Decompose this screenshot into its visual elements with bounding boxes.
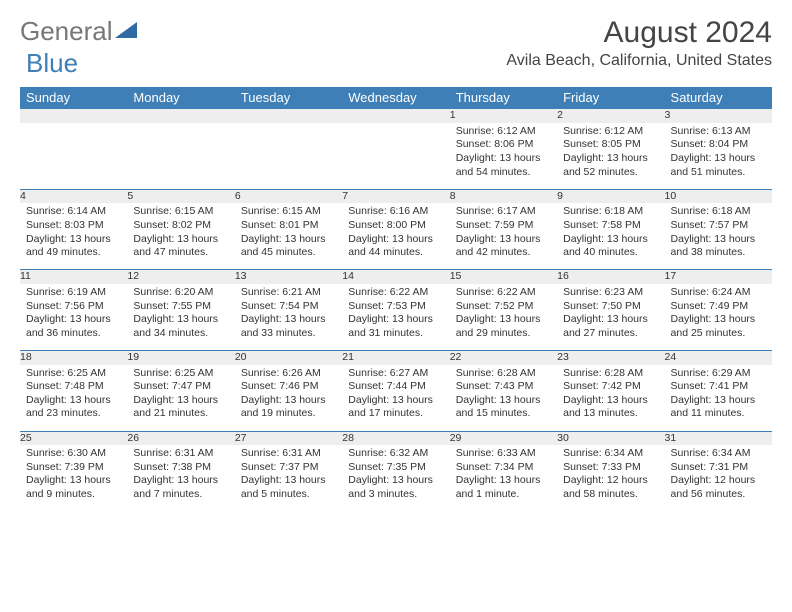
day-number: 26 bbox=[127, 431, 234, 445]
day-cell: Sunrise: 6:19 AMSunset: 7:56 PMDaylight:… bbox=[20, 284, 127, 351]
day-number: 14 bbox=[342, 270, 449, 284]
day-cell: Sunrise: 6:16 AMSunset: 8:00 PMDaylight:… bbox=[342, 203, 449, 270]
day-cell: Sunrise: 6:13 AMSunset: 8:04 PMDaylight:… bbox=[665, 123, 772, 190]
month-title: August 2024 bbox=[506, 16, 772, 50]
day-content-row: Sunrise: 6:25 AMSunset: 7:48 PMDaylight:… bbox=[20, 365, 772, 432]
day-content-row: Sunrise: 6:14 AMSunset: 8:03 PMDaylight:… bbox=[20, 203, 772, 270]
day-number: 7 bbox=[342, 189, 449, 203]
weekday-header-row: SundayMondayTuesdayWednesdayThursdayFrid… bbox=[20, 87, 772, 109]
day-cell: Sunrise: 6:20 AMSunset: 7:55 PMDaylight:… bbox=[127, 284, 234, 351]
calendar-body: 123Sunrise: 6:12 AMSunset: 8:06 PMDaylig… bbox=[20, 109, 772, 512]
day-number-row: 45678910 bbox=[20, 189, 772, 203]
logo: General bbox=[20, 16, 137, 47]
day-cell: Sunrise: 6:32 AMSunset: 7:35 PMDaylight:… bbox=[342, 445, 449, 511]
day-number: 15 bbox=[450, 270, 557, 284]
location: Avila Beach, California, United States bbox=[506, 52, 772, 70]
day-cell: Sunrise: 6:15 AMSunset: 8:01 PMDaylight:… bbox=[235, 203, 342, 270]
empty-day-number bbox=[127, 109, 234, 123]
day-cell: Sunrise: 6:18 AMSunset: 7:58 PMDaylight:… bbox=[557, 203, 664, 270]
day-cell: Sunrise: 6:17 AMSunset: 7:59 PMDaylight:… bbox=[450, 203, 557, 270]
empty-day-cell bbox=[127, 123, 234, 190]
weekday-header: Tuesday bbox=[235, 87, 342, 109]
day-cell: Sunrise: 6:33 AMSunset: 7:34 PMDaylight:… bbox=[450, 445, 557, 511]
day-number: 24 bbox=[665, 350, 772, 364]
day-cell: Sunrise: 6:23 AMSunset: 7:50 PMDaylight:… bbox=[557, 284, 664, 351]
day-number: 29 bbox=[450, 431, 557, 445]
empty-day-number bbox=[342, 109, 449, 123]
day-cell: Sunrise: 6:27 AMSunset: 7:44 PMDaylight:… bbox=[342, 365, 449, 432]
day-cell: Sunrise: 6:34 AMSunset: 7:33 PMDaylight:… bbox=[557, 445, 664, 511]
logo-text-grey: General bbox=[20, 16, 113, 47]
day-number: 21 bbox=[342, 350, 449, 364]
day-number: 20 bbox=[235, 350, 342, 364]
day-cell: Sunrise: 6:28 AMSunset: 7:42 PMDaylight:… bbox=[557, 365, 664, 432]
day-cell: Sunrise: 6:26 AMSunset: 7:46 PMDaylight:… bbox=[235, 365, 342, 432]
day-number-row: 18192021222324 bbox=[20, 350, 772, 364]
day-number: 17 bbox=[665, 270, 772, 284]
weekday-header: Monday bbox=[127, 87, 234, 109]
weekday-header: Wednesday bbox=[342, 87, 449, 109]
day-cell: Sunrise: 6:21 AMSunset: 7:54 PMDaylight:… bbox=[235, 284, 342, 351]
day-number: 9 bbox=[557, 189, 664, 203]
day-cell: Sunrise: 6:12 AMSunset: 8:06 PMDaylight:… bbox=[450, 123, 557, 190]
day-cell: Sunrise: 6:28 AMSunset: 7:43 PMDaylight:… bbox=[450, 365, 557, 432]
weekday-header: Saturday bbox=[665, 87, 772, 109]
title-block: August 2024 Avila Beach, California, Uni… bbox=[506, 16, 772, 74]
day-cell: Sunrise: 6:22 AMSunset: 7:52 PMDaylight:… bbox=[450, 284, 557, 351]
day-number: 16 bbox=[557, 270, 664, 284]
day-number-row: 11121314151617 bbox=[20, 270, 772, 284]
day-cell: Sunrise: 6:15 AMSunset: 8:02 PMDaylight:… bbox=[127, 203, 234, 270]
day-cell: Sunrise: 6:29 AMSunset: 7:41 PMDaylight:… bbox=[665, 365, 772, 432]
weekday-header: Sunday bbox=[20, 87, 127, 109]
day-content-row: Sunrise: 6:30 AMSunset: 7:39 PMDaylight:… bbox=[20, 445, 772, 511]
day-number: 5 bbox=[127, 189, 234, 203]
day-number: 1 bbox=[450, 109, 557, 123]
empty-day-number bbox=[235, 109, 342, 123]
day-cell: Sunrise: 6:31 AMSunset: 7:37 PMDaylight:… bbox=[235, 445, 342, 511]
day-cell: Sunrise: 6:12 AMSunset: 8:05 PMDaylight:… bbox=[557, 123, 664, 190]
day-number: 19 bbox=[127, 350, 234, 364]
day-cell: Sunrise: 6:24 AMSunset: 7:49 PMDaylight:… bbox=[665, 284, 772, 351]
day-number: 25 bbox=[20, 431, 127, 445]
day-number: 6 bbox=[235, 189, 342, 203]
day-cell: Sunrise: 6:25 AMSunset: 7:47 PMDaylight:… bbox=[127, 365, 234, 432]
empty-day-cell bbox=[342, 123, 449, 190]
day-number: 30 bbox=[557, 431, 664, 445]
empty-day-number bbox=[20, 109, 127, 123]
day-number: 18 bbox=[20, 350, 127, 364]
day-number-row: 123 bbox=[20, 109, 772, 123]
day-number: 23 bbox=[557, 350, 664, 364]
day-number: 11 bbox=[20, 270, 127, 284]
day-number: 13 bbox=[235, 270, 342, 284]
day-cell: Sunrise: 6:30 AMSunset: 7:39 PMDaylight:… bbox=[20, 445, 127, 511]
day-content-row: Sunrise: 6:12 AMSunset: 8:06 PMDaylight:… bbox=[20, 123, 772, 190]
day-number: 3 bbox=[665, 109, 772, 123]
day-number: 12 bbox=[127, 270, 234, 284]
empty-day-cell bbox=[20, 123, 127, 190]
day-number: 31 bbox=[665, 431, 772, 445]
logo-triangle-icon bbox=[115, 16, 137, 47]
empty-day-cell bbox=[235, 123, 342, 190]
day-cell: Sunrise: 6:18 AMSunset: 7:57 PMDaylight:… bbox=[665, 203, 772, 270]
day-cell: Sunrise: 6:31 AMSunset: 7:38 PMDaylight:… bbox=[127, 445, 234, 511]
day-number: 28 bbox=[342, 431, 449, 445]
logo-text-blue: Blue bbox=[26, 48, 78, 79]
day-cell: Sunrise: 6:34 AMSunset: 7:31 PMDaylight:… bbox=[665, 445, 772, 511]
day-cell: Sunrise: 6:22 AMSunset: 7:53 PMDaylight:… bbox=[342, 284, 449, 351]
day-number: 2 bbox=[557, 109, 664, 123]
day-number: 4 bbox=[20, 189, 127, 203]
day-cell: Sunrise: 6:25 AMSunset: 7:48 PMDaylight:… bbox=[20, 365, 127, 432]
day-number: 10 bbox=[665, 189, 772, 203]
day-number: 22 bbox=[450, 350, 557, 364]
day-cell: Sunrise: 6:14 AMSunset: 8:03 PMDaylight:… bbox=[20, 203, 127, 270]
day-number: 27 bbox=[235, 431, 342, 445]
calendar-table: SundayMondayTuesdayWednesdayThursdayFrid… bbox=[20, 87, 772, 511]
day-content-row: Sunrise: 6:19 AMSunset: 7:56 PMDaylight:… bbox=[20, 284, 772, 351]
day-number: 8 bbox=[450, 189, 557, 203]
weekday-header: Friday bbox=[557, 87, 664, 109]
day-number-row: 25262728293031 bbox=[20, 431, 772, 445]
weekday-header: Thursday bbox=[450, 87, 557, 109]
